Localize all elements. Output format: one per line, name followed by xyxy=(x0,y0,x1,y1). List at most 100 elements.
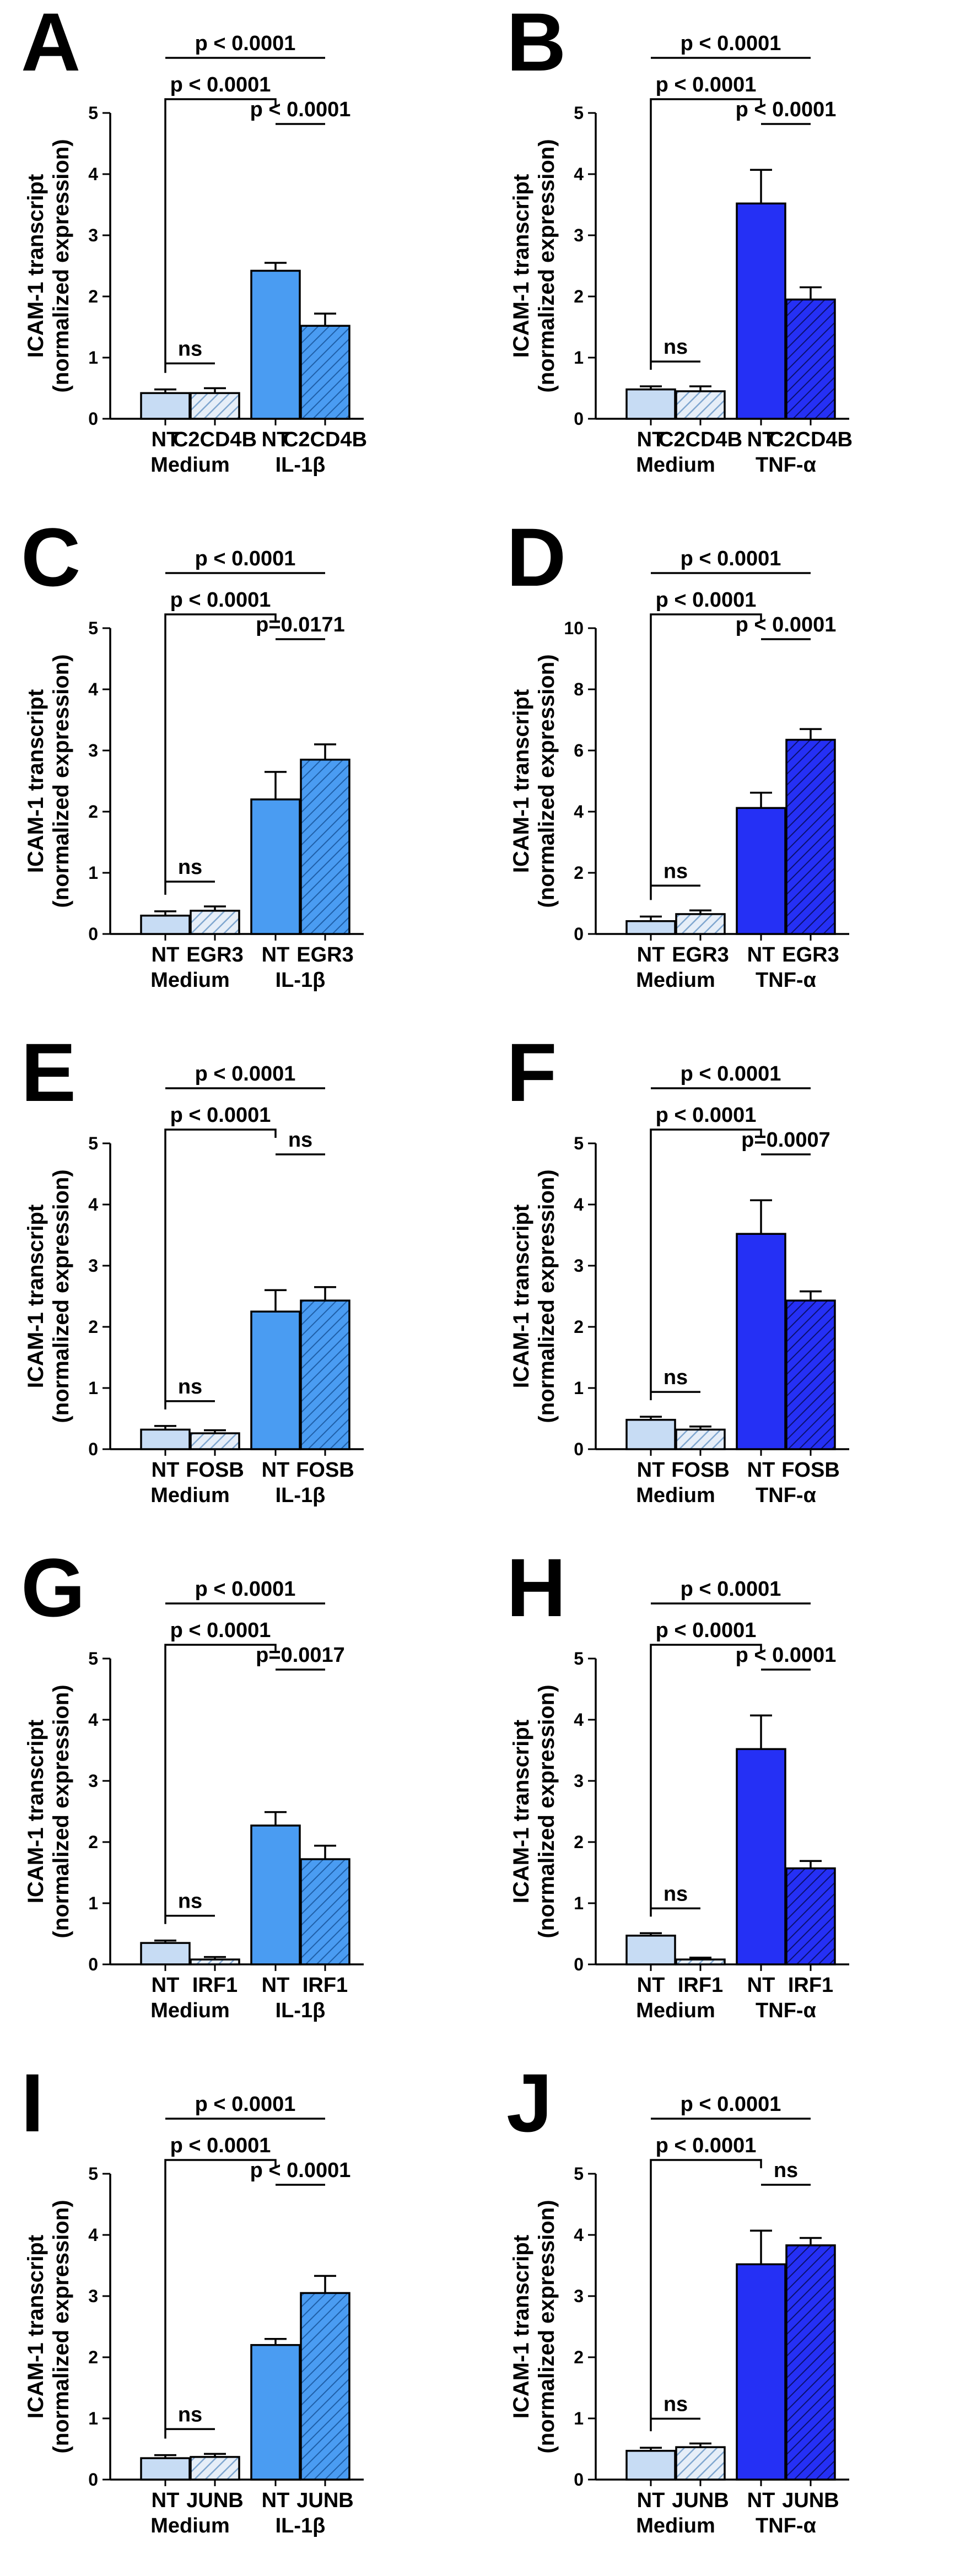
y-tick-label: 8 xyxy=(574,679,584,699)
x-category-label: FOSB xyxy=(186,1459,244,1482)
y-axis-label-line2: (normalized expression) xyxy=(49,2200,73,2453)
y-axis-label-line2: (normalized expression) xyxy=(535,2200,559,2453)
significance-label: p=0.0171 xyxy=(256,613,345,636)
y-tick-label: 4 xyxy=(88,2225,98,2245)
y-tick-label: 2 xyxy=(88,1832,98,1852)
x-category-label: NT xyxy=(262,1459,290,1482)
panel-letter: I xyxy=(21,2056,44,2149)
x-category-label: NT xyxy=(747,1974,775,1997)
y-tick-label: 5 xyxy=(574,2164,584,2184)
x-category-label: NT xyxy=(747,2489,775,2512)
y-tick-label: 1 xyxy=(88,348,98,368)
x-category-label: NT xyxy=(152,2489,180,2512)
y-tick-label: 1 xyxy=(88,1893,98,1913)
significance-label: p=0.0007 xyxy=(741,1128,830,1152)
bar-2 xyxy=(190,392,240,420)
y-axis-label-line2: (normalized expression) xyxy=(49,1684,73,1938)
x-category-label: JUNB xyxy=(186,2489,243,2512)
significance-label: p < 0.0001 xyxy=(195,1062,296,1086)
x-category-label: IRF1 xyxy=(303,1974,348,1997)
bar-2 xyxy=(675,390,726,420)
x-category-label: EGR3 xyxy=(186,943,243,966)
panel-a: A ICAM-1 transcript (normalized expression… xyxy=(21,0,367,477)
significance-label: p < 0.0001 xyxy=(195,2093,296,2116)
significance-label: p < 0.0001 xyxy=(681,1062,781,1086)
y-tick-label: 10 xyxy=(564,618,584,638)
y-tick-label: 5 xyxy=(88,103,98,123)
y-axis-label-line1: ICAM-1 transcript xyxy=(509,1720,533,1903)
group-label-stimulus: IL-1β xyxy=(276,1999,326,2022)
significance-label: p < 0.0001 xyxy=(736,613,837,636)
bar-1 xyxy=(625,2450,676,2481)
bar-3 xyxy=(736,1233,786,1450)
significance-label: ns xyxy=(178,338,202,361)
y-tick-label: 3 xyxy=(88,1771,98,1791)
x-category-label: EGR3 xyxy=(782,943,839,966)
bar-1 xyxy=(140,2457,191,2481)
y-axis-label-line2: (normalized expression) xyxy=(49,139,73,392)
panel-h: H ICAM-1 transcript (normalized expression… xyxy=(506,1541,849,2022)
bar-4 xyxy=(300,1858,350,1965)
significance-label: p < 0.0001 xyxy=(195,32,296,55)
x-category-label: C2CD4B xyxy=(659,428,742,451)
bar-2 xyxy=(675,2446,726,2481)
significance-label: ns xyxy=(178,1890,202,1913)
group-label-medium: Medium xyxy=(150,969,230,992)
significance-label: p < 0.0001 xyxy=(656,588,757,612)
significance-label: p < 0.0001 xyxy=(170,588,271,612)
x-category-label: IRF1 xyxy=(788,1974,833,1997)
significance-bracket xyxy=(650,98,762,370)
x-category-label: NT xyxy=(637,1974,665,1997)
y-tick-label: 0 xyxy=(574,409,584,429)
y-tick-label: 4 xyxy=(574,802,584,822)
x-category-label: NT xyxy=(262,1974,290,1997)
significance-label: ns xyxy=(663,1366,688,1389)
y-tick-label: 4 xyxy=(88,164,98,184)
panel-letter: C xyxy=(21,511,80,603)
bar-1 xyxy=(140,1428,191,1450)
significance-label: ns xyxy=(663,2393,688,2416)
y-tick-label: 2 xyxy=(574,287,584,306)
significance-bracket xyxy=(164,1644,277,1924)
x-category-label: NT xyxy=(747,1459,775,1482)
y-tick-label: 1 xyxy=(88,1378,98,1398)
group-label-medium: Medium xyxy=(150,453,230,477)
bar-3 xyxy=(736,807,786,935)
panel-e: E ICAM-1 transcript (normalized expression… xyxy=(21,1026,364,1507)
y-tick-label: 3 xyxy=(574,2286,584,2306)
y-tick-label: 5 xyxy=(88,2164,98,2184)
panel-letter: A xyxy=(21,0,80,88)
group-label-medium: Medium xyxy=(636,2514,715,2537)
y-axis-label-line2: (normalized expression) xyxy=(535,139,559,392)
group-label-medium: Medium xyxy=(150,2514,230,2537)
x-category-label: C2CD4B xyxy=(769,428,853,451)
significance-label: p < 0.0001 xyxy=(681,32,781,55)
bar-3 xyxy=(250,798,301,935)
significance-label: ns xyxy=(178,2403,202,2426)
significance-label: p < 0.0001 xyxy=(170,2134,271,2157)
panel-c: C ICAM-1 transcript (normalized expression… xyxy=(21,511,364,992)
significance-label: ns xyxy=(663,860,688,883)
y-tick-label: 0 xyxy=(88,1439,98,1459)
y-tick-label: 0 xyxy=(574,2470,584,2489)
x-category-label: NT xyxy=(637,428,665,451)
x-category-label: NT xyxy=(262,428,290,451)
panel-letter: G xyxy=(21,1541,85,1634)
significance-label: p < 0.0001 xyxy=(250,2159,351,2182)
significance-label: p < 0.0001 xyxy=(656,1104,757,1127)
significance-label: p < 0.0001 xyxy=(681,2093,781,2116)
y-tick-label: 5 xyxy=(88,1649,98,1668)
significance-bracket xyxy=(164,98,277,373)
group-label-stimulus: TNF-α xyxy=(756,453,816,477)
y-tick-label: 4 xyxy=(88,1195,98,1214)
y-tick-label: 5 xyxy=(574,1649,584,1668)
y-tick-label: 4 xyxy=(88,1710,98,1730)
y-axis-label-line1: ICAM-1 transcript xyxy=(509,1205,533,1388)
y-tick-label: 1 xyxy=(88,863,98,883)
significance-label: p < 0.0001 xyxy=(195,547,296,570)
x-category-label: FOSB xyxy=(781,1459,840,1482)
y-tick-label: 4 xyxy=(574,2225,584,2245)
x-category-label: EGR3 xyxy=(672,943,729,966)
x-category-label: C2CD4B xyxy=(173,428,257,451)
bar-1 xyxy=(140,392,191,420)
